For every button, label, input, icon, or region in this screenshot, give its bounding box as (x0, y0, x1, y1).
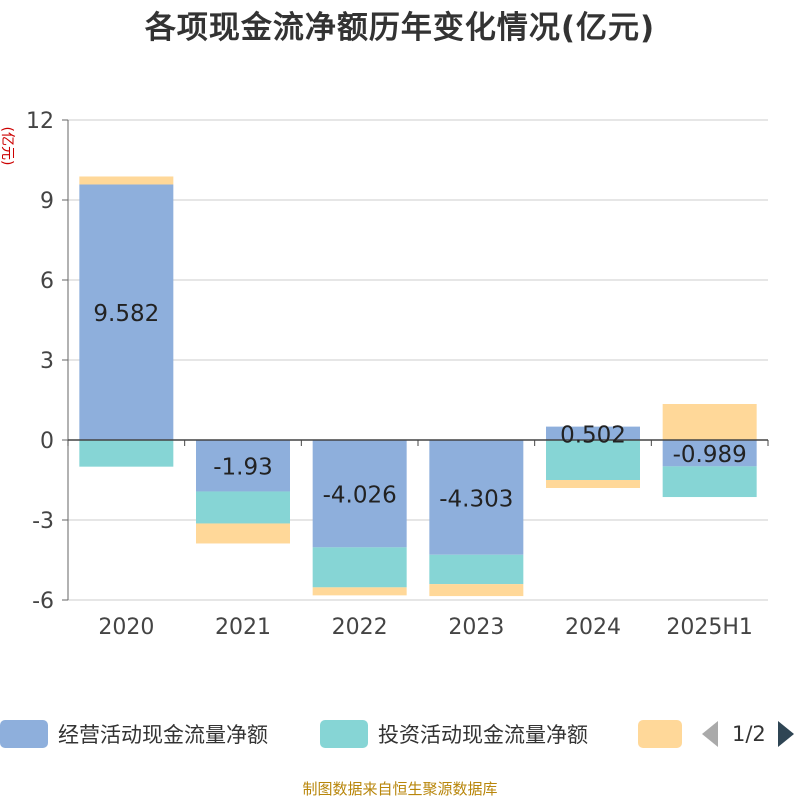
y-tick-label: 6 (40, 269, 54, 294)
bar-series1-2020[interactable] (79, 440, 174, 467)
legend-label-investing: 投资活动现金流量净额 (378, 723, 588, 747)
bar-series0-2021[interactable] (196, 440, 290, 492)
x-tick-label: 2022 (332, 615, 388, 640)
data-source-note: 制图数据来自恒生聚源数据库 (302, 780, 498, 798)
bar-series2-2025H1[interactable] (662, 404, 757, 440)
chart-title: 各项现金流净额历年变化情况(亿元) (144, 10, 656, 46)
bars (79, 176, 757, 597)
bar-series1-2021[interactable] (196, 491, 290, 524)
bar-series2-2023[interactable] (429, 584, 524, 597)
legend-item-operating[interactable]: 经营活动现金流量净额 (0, 716, 268, 752)
x-tick-label: 2023 (448, 615, 504, 640)
y-tick-label: 0 (40, 429, 54, 454)
legend-item-investing[interactable]: 投资活动现金流量净额 (320, 716, 588, 752)
y-tick-label: -6 (32, 589, 54, 614)
legend-page-indicator: 1/2 (732, 722, 766, 746)
legend: 经营活动现金流量净额 投资活动现金流量净额 (0, 716, 800, 752)
y-tick-label: 12 (26, 109, 54, 134)
legend-label-operating: 经营活动现金流量净额 (58, 723, 268, 747)
legend-item-financing[interactable] (638, 716, 692, 752)
bar-series2-2021[interactable] (196, 523, 290, 544)
x-tick-label: 2021 (215, 615, 271, 640)
bar-series0-2025H1[interactable] (662, 440, 757, 467)
bar-series0-2024[interactable] (546, 426, 640, 440)
bar-series2-2022[interactable] (312, 587, 407, 596)
data-label-2025H1: -0.989 (673, 442, 747, 468)
legend-swatch-operating (0, 720, 48, 748)
y-tick-label: -3 (32, 509, 54, 534)
chart-canvas: -6 -3 0 3 6 9 12 2020 2021 2022 2023 2024 2025H1 9.5… (26, 109, 769, 640)
data-label-2023: -4.303 (439, 486, 513, 512)
axes: -6 -3 0 3 6 9 12 2020 2021 2022 2023 2024 2025H1 (26, 109, 769, 640)
bar-series1-2023[interactable] (429, 554, 524, 585)
data-label-2021: -1.93 (213, 455, 273, 481)
bar-series2-2020[interactable] (79, 176, 174, 185)
bar-series1-2022[interactable] (312, 547, 407, 588)
bar-series1-2024[interactable] (546, 440, 640, 480)
legend-swatch-financing (638, 720, 682, 748)
bar-series0-2023[interactable] (429, 440, 524, 555)
bar-series0-2022[interactable] (312, 440, 407, 548)
legend-prev-icon[interactable] (702, 721, 718, 747)
bar-series2-2024[interactable] (546, 480, 640, 488)
data-label-2020: 9.582 (93, 301, 159, 327)
legend-swatch-investing (320, 720, 368, 748)
x-tick-label: 2025H1 (666, 615, 753, 640)
x-tick-label: 2020 (98, 615, 154, 640)
legend-pager: 1/2 (702, 716, 794, 752)
bar-series0-2020[interactable] (79, 184, 174, 440)
legend-next-icon[interactable] (777, 721, 794, 747)
data-label-2024: 0.502 (560, 422, 626, 448)
x-tick-label: 2024 (565, 615, 621, 640)
data-label-2022: -4.026 (323, 483, 397, 509)
data-labels: 9.582 -1.93 -4.026 -4.303 0.502 -0.989 (93, 301, 746, 512)
y-tick-label: 3 (40, 349, 54, 374)
bar-series1-2025H1[interactable] (662, 466, 757, 498)
y-tick-label: 9 (40, 189, 54, 214)
